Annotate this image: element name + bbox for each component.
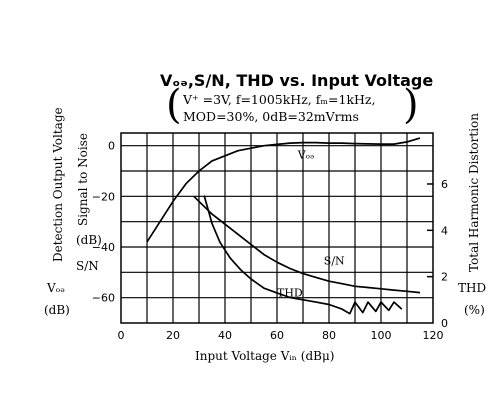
series-group <box>146 137 421 315</box>
y-right-tick-label: 6 <box>441 178 448 191</box>
conditions-line-2: MOD=30%, 0dB=32mVrms <box>183 109 359 124</box>
x-tick-label: 80 <box>322 329 336 342</box>
x-tick-label: 0 <box>118 329 125 342</box>
left-outer-axis-label: Detection Output Voltage <box>51 107 65 262</box>
x-tick-label: 120 <box>423 329 444 342</box>
x-tick-label: 40 <box>218 329 232 342</box>
left-outer-unit: (dB) <box>44 303 70 317</box>
y-left-tick-label: −40 <box>92 241 115 254</box>
series-line-thd <box>203 195 403 315</box>
series-label-vod: Vₒₔ <box>297 148 314 161</box>
y-left-tick-label: −60 <box>92 292 115 305</box>
x-tick-label: 100 <box>371 329 392 342</box>
y-right-tick-label: 4 <box>441 224 448 237</box>
series-labels: Vₒₔ S/N THD <box>277 148 345 299</box>
chart-title: Vₒₔ,S/N, THD vs. Input Voltage <box>160 71 433 90</box>
right-axis-label: Total Harmonic Distortion <box>467 113 481 272</box>
conditions-line-1: V⁺ =3V, f=1005kHz, fₘ=1kHz, <box>182 92 376 107</box>
series-label-sn: S/N <box>324 255 345 268</box>
x-axis-label: Input Voltage Vᵢₙ (dBμ) <box>195 349 334 363</box>
y-right-tick-label: 2 <box>441 271 448 284</box>
right-axis-unit: (%) <box>464 303 485 317</box>
conditions-close-paren: ) <box>403 82 419 128</box>
y-left-tick-label: 0 <box>108 140 115 153</box>
series-line-vod <box>146 137 421 243</box>
y-left-tick-label: −20 <box>92 190 115 203</box>
x-tick-label: 60 <box>270 329 284 342</box>
left-inner-axis-label: Signal to Noise <box>76 133 90 226</box>
left-inner-unit: (dB) <box>76 233 102 247</box>
left-inner-symbol: S/N <box>76 259 99 273</box>
right-axis-symbol: THD <box>458 281 486 295</box>
series-line-sn <box>193 195 421 294</box>
left-outer-unit-symbol: Vₒₔ <box>46 281 65 295</box>
plot-frame <box>120 132 434 324</box>
y-right-tick-label: 0 <box>441 317 448 330</box>
conditions-open-paren: ( <box>166 82 182 128</box>
series-label-thd: THD <box>277 286 303 299</box>
x-tick-label: 20 <box>166 329 180 342</box>
